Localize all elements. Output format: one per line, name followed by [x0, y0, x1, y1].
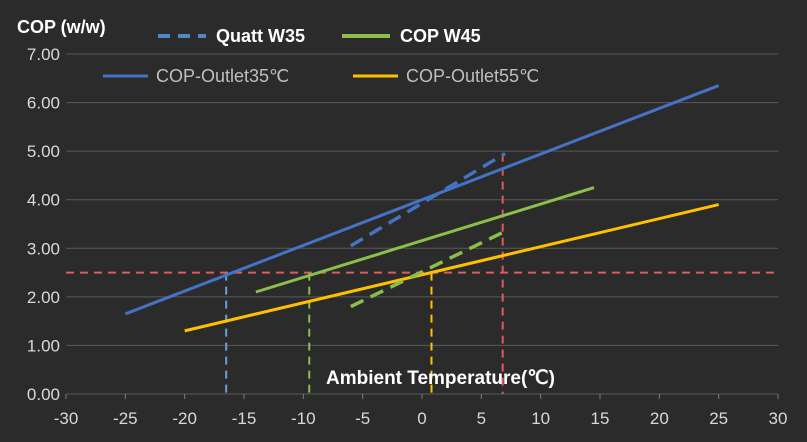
x-tick-label: 20 — [650, 409, 669, 428]
y-tick-label: 0.00 — [27, 385, 60, 404]
x-axis-label: Ambient Temperature(℃) — [326, 368, 555, 389]
x-tick-label: 25 — [709, 409, 728, 428]
y-tick-label: 5.00 — [27, 142, 60, 161]
legend: Quatt W35 COP W45 COP-Outlet35℃ COP-Outl… — [103, 26, 539, 86]
x-tick-label: 30 — [769, 409, 788, 428]
series-line-1 — [184, 203, 720, 333]
y-tick-label: 1.00 — [27, 336, 60, 355]
series-line-2 — [255, 186, 595, 294]
x-tick-label: 15 — [591, 409, 610, 428]
x-tick-label: 0 — [417, 409, 426, 428]
chart-title: COP (w/w) — [17, 17, 106, 37]
legend-label-cop-outlet35: COP-Outlet35℃ — [156, 66, 289, 86]
x-tick-label: 10 — [531, 409, 550, 428]
y-tick-label: 7.00 — [27, 45, 60, 64]
tick-labels: 0.00 1.00 2.00 3.00 4.00 5.00 6.00 7.00 -30 -25 -2… — [27, 45, 788, 428]
x-tick-label: -20 — [172, 409, 197, 428]
x-tick-label: -25 — [113, 409, 138, 428]
x-tick-label: -15 — [232, 409, 257, 428]
series-layer — [124, 84, 720, 333]
legend-label-quatt-w35: Quatt W35 — [216, 26, 305, 46]
legend-label-cop-w45: COP W45 — [400, 26, 481, 46]
x-tick-label: -5 — [355, 409, 370, 428]
series-line-0 — [124, 84, 720, 316]
y-tick-label: 6.00 — [27, 94, 60, 113]
y-tick-label: 3.00 — [27, 239, 60, 258]
series-line-4 — [350, 229, 506, 309]
y-tick-label: 4.00 — [27, 191, 60, 210]
x-tick-label: 5 — [477, 409, 486, 428]
x-tick-label: -10 — [291, 409, 316, 428]
legend-label-cop-outlet55: COP-Outlet55℃ — [406, 66, 539, 86]
series-line-3 — [349, 152, 506, 248]
x-tick-label: -30 — [54, 409, 79, 428]
grid-layer — [65, 53, 779, 399]
y-tick-label: 2.00 — [27, 288, 60, 307]
